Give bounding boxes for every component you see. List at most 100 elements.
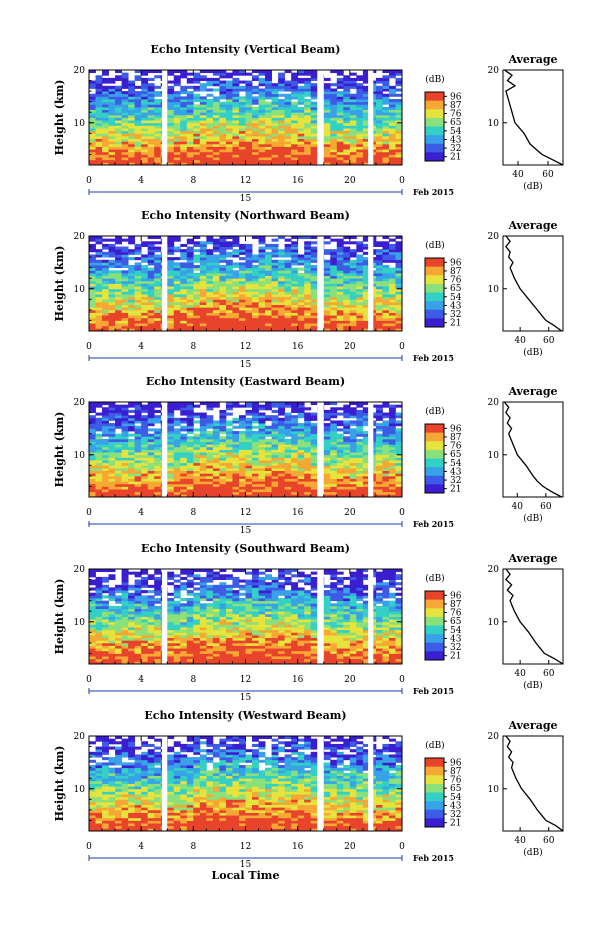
heatmap-cell [128,481,136,485]
heatmap-cell [108,436,116,440]
heatmap-cell [167,143,175,147]
heatmap-cell [388,149,396,153]
heatmap-cell [388,449,396,453]
heatmap-cell [134,96,142,100]
heatmap-cell [206,120,214,124]
heatmap-cell [95,149,103,153]
heatmap-cell [102,444,109,448]
heatmap-cell [225,99,233,103]
heatmap-cell [147,96,155,100]
heatmap-cell [297,99,305,103]
heatmap-cell [362,101,370,105]
heatmap-cell [245,294,253,298]
heatmap-cell [121,462,129,466]
heatmap-cell [284,128,292,132]
heatmap-cell [108,407,116,411]
heatmap-cell [102,112,109,116]
heatmap-cell [219,423,227,427]
heatmap-cell [388,323,396,327]
heatmap-cell [180,489,188,493]
heatmap-cell [304,452,312,456]
heatmap-cell [128,154,136,158]
heatmap-cell [343,254,351,258]
heatmap-cell [291,489,299,493]
heatmap-cell [284,467,292,472]
heatmap-cell [173,478,181,482]
heatmap-cell [245,154,253,158]
heatmap-cell [186,125,194,129]
heatmap-cell [323,128,331,132]
heatmap-cell [388,130,396,134]
heatmap-cell [167,441,175,445]
heatmap-cell [382,452,390,456]
colorbar-tick-label: 21 [450,319,461,329]
heatmap-cell [232,317,240,321]
heatmap-cell [356,117,364,121]
data-gap [317,70,324,165]
heatmap-cell [245,272,253,276]
heatmap-cell [245,262,253,266]
heatmap-cell [252,125,259,129]
heatmap-cell [297,278,305,282]
heatmap-cell [199,317,207,321]
heatmap-cell [388,104,396,108]
heatmap-cell [232,404,240,408]
heatmap-cell [147,157,155,161]
heatmap-cell [323,446,331,450]
heatmap-cell [102,117,109,121]
heatmap-cell [278,278,286,282]
heatmap-cell [206,486,214,490]
y-axis-label: Height (km) [53,246,66,322]
heatmap-cell [154,467,162,472]
heatmap-cell [89,122,96,126]
heatmap-cell [108,125,116,129]
heatmap-cell [232,262,240,266]
heatmap-cell [180,296,188,300]
heatmap-cell [232,291,240,295]
heatmap-cell [245,446,253,450]
heatmap-cell [356,433,364,437]
heatmap-cell [232,473,240,477]
heatmap-cell [225,88,233,92]
heatmap-cell [258,257,266,261]
heatmap-cell [167,304,175,308]
heatmap-cell [362,299,370,303]
heatmap-cell [147,404,155,408]
heatmap-cell [349,304,357,308]
heatmap-cell [154,478,162,482]
heatmap-cell [297,441,305,445]
heatmap-cell [141,272,149,276]
heatmap-cell [141,438,149,442]
heatmap-cell [395,80,403,84]
heatmap-cell [95,138,103,142]
heatmap-cell [186,130,194,134]
heatmap-cell [395,291,403,295]
heatmap-cell [304,249,312,253]
heatmap-cell [102,114,109,118]
heatmap-cell [121,162,129,166]
heatmap-cell [89,433,96,437]
heatmap-cell [180,286,188,290]
heatmap-cell [265,462,272,466]
heatmap-cell [349,407,357,411]
heatmap-cell [330,420,338,424]
heatmap-cell [291,114,299,118]
heatmap-cell [284,275,292,279]
heatmap-cell [128,462,136,466]
heatmap-cell [284,288,292,292]
heatmap-cell [343,460,351,464]
heatmap-cell [323,149,331,153]
heatmap-cell [323,283,331,287]
heatmap-cell [154,473,162,477]
heatmap-cell [89,114,96,118]
heatmap-cell [212,138,220,142]
heatmap-cell [199,77,207,81]
heatmap-cell [245,88,253,92]
heatmap-cell [141,433,149,437]
heatmap-cell [180,162,188,166]
heatmap-cell [180,159,188,163]
heatmap-cell [245,99,253,103]
heatmap-cell [115,128,122,132]
heatmap-cell [154,128,162,132]
heatmap-cell [89,328,96,332]
